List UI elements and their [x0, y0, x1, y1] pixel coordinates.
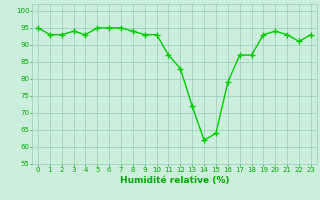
X-axis label: Humidité relative (%): Humidité relative (%): [120, 176, 229, 185]
